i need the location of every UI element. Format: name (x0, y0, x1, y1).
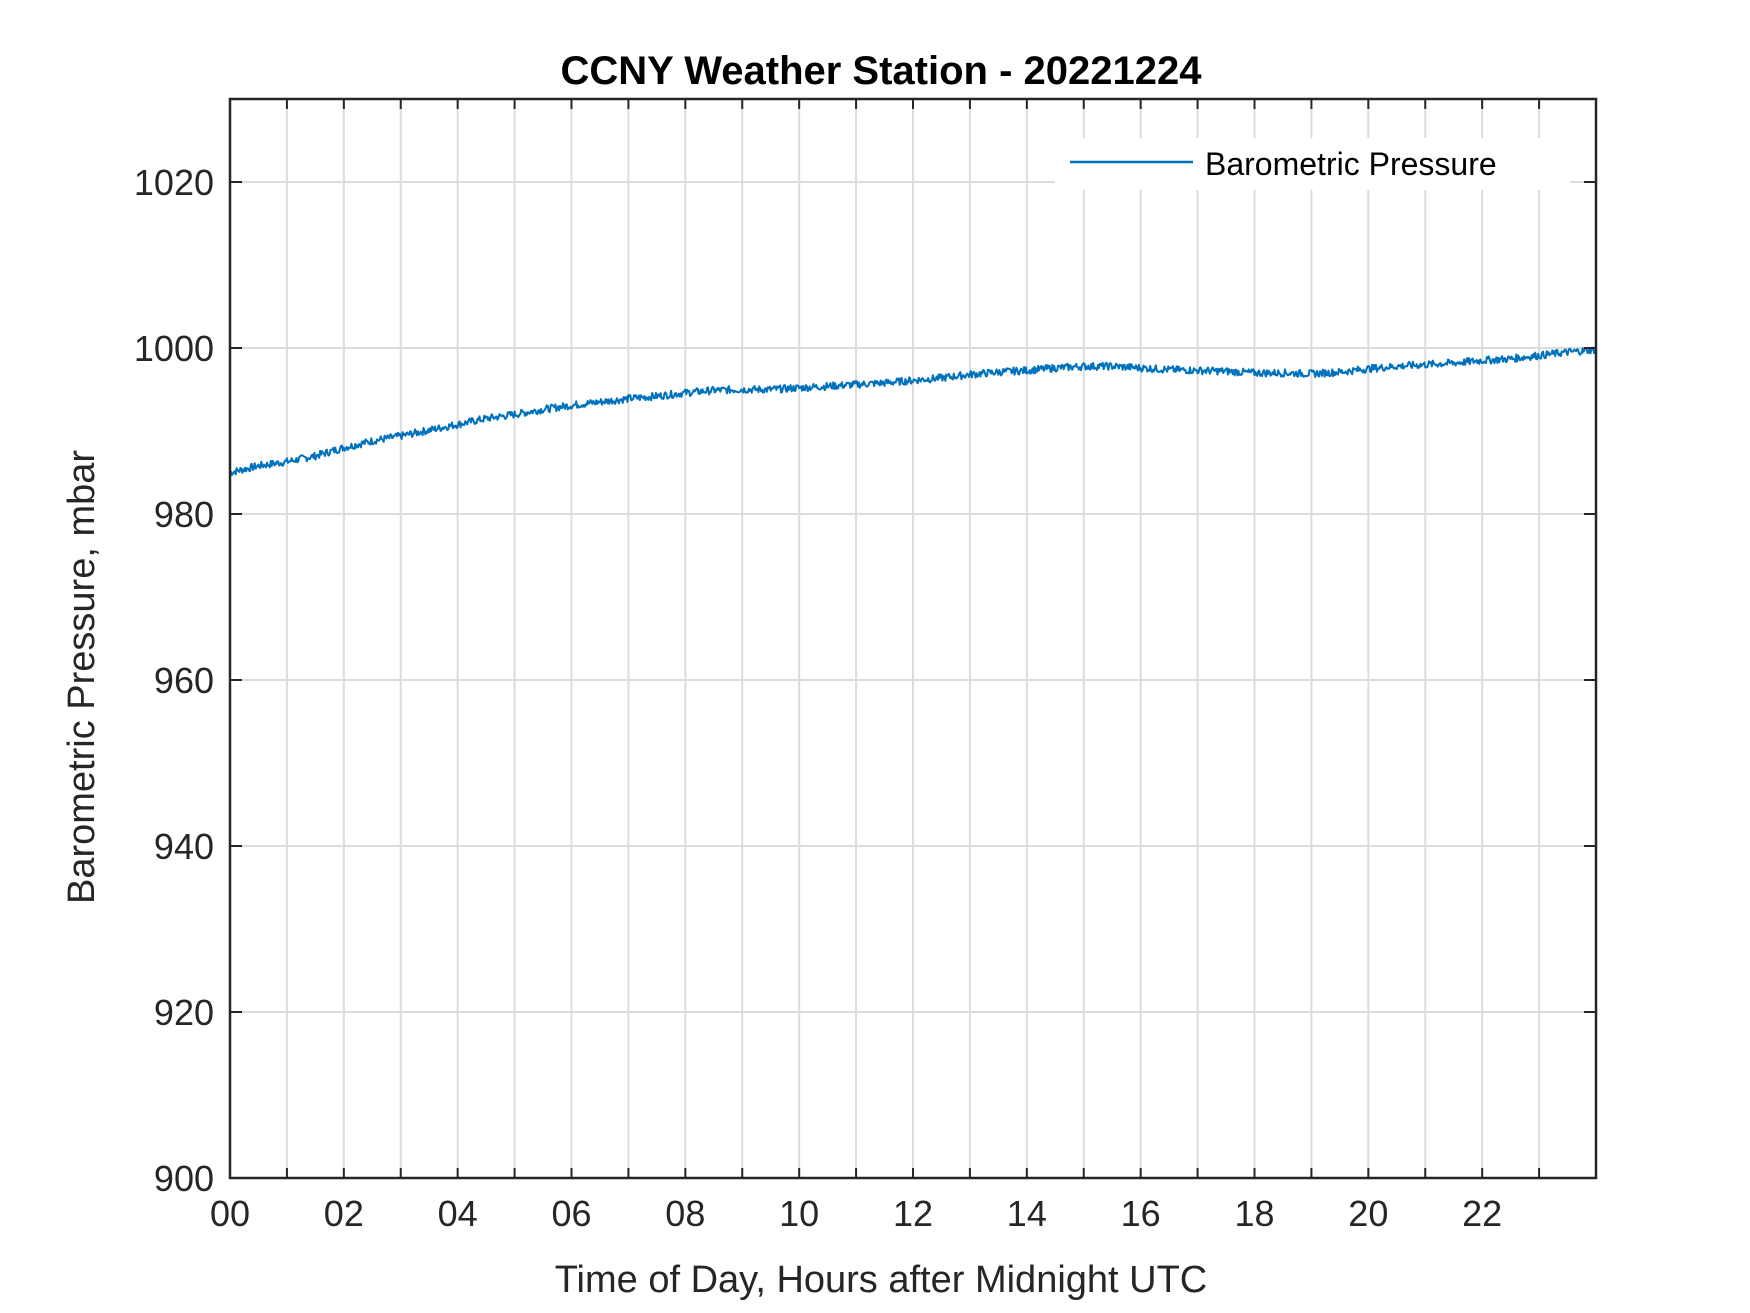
x-tick-label: 18 (1234, 1193, 1274, 1234)
y-tick-label: 1020 (134, 162, 214, 203)
y-axis-label: Barometric Pressure, mbar (61, 450, 103, 904)
x-tick-label: 00 (210, 1193, 250, 1234)
x-tick-label: 14 (1007, 1193, 1047, 1234)
y-tick-label: 980 (154, 494, 214, 535)
y-tick-label: 900 (154, 1158, 214, 1199)
axes-frame (228, 97, 1598, 1180)
x-tick-label: 10 (779, 1193, 819, 1234)
x-tick-label: 04 (438, 1193, 478, 1234)
chart-title: CCNY Weather Station - 20221224 (561, 49, 1203, 93)
grid-lines (230, 99, 1596, 1178)
y-tick-label: 1000 (134, 328, 214, 369)
x-tick-label: 06 (551, 1193, 591, 1234)
x-tick-label: 16 (1121, 1193, 1161, 1234)
x-axis-label: Time of Day, Hours after Midnight UTC (555, 1259, 1208, 1301)
y-tick-label: 960 (154, 660, 214, 701)
x-tick-label: 22 (1462, 1193, 1502, 1234)
y-tick-label: 940 (154, 826, 214, 867)
legend-box (1055, 138, 1570, 190)
legend: Barometric Pressure (1055, 138, 1570, 190)
series-layer (229, 346, 1597, 476)
legend-label-barometric-pressure: Barometric Pressure (1205, 146, 1497, 182)
y-tick-label: 920 (154, 992, 214, 1033)
x-tick-label: 20 (1348, 1193, 1388, 1234)
x-tick-label: 08 (665, 1193, 705, 1234)
tick-labels: 900 920 940 960 980 1000 1020 00 02 04 06 08 10 12 14 1… (134, 162, 1502, 1234)
x-tick-label: 02 (324, 1193, 364, 1234)
series-line-barometric-pressure (229, 346, 1597, 476)
axes (228, 97, 1598, 1180)
x-tick-label: 12 (893, 1193, 933, 1234)
